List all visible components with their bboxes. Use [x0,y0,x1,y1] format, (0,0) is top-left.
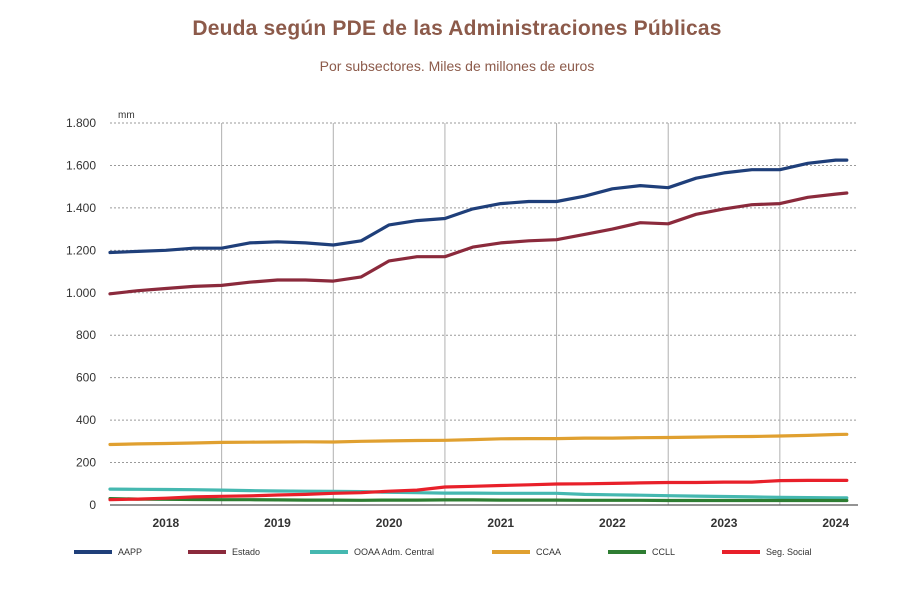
y-tick-label: 800 [76,328,96,342]
legend-item: AAPP [74,543,142,561]
chart-plot: 0 200 400 600 800 1.000 1.200 1.400 1.600 1.800 2… [66,110,858,530]
legend-swatch [492,550,530,554]
series-line-ccll [108,497,849,503]
series-line-ccaa [108,432,849,447]
legend-label: OOAA Adm. Central [354,547,435,557]
x-tick-label: 2024 [822,516,849,530]
legend-swatch [310,550,348,554]
legend: AAPP Estado OOAA Adm. Central CCAA CCLL Seg. … [74,543,854,561]
chart-title: Deuda según PDE de las Administraciones … [192,17,722,40]
legend-label: CCLL [652,547,676,557]
y-tick-label: 400 [76,413,96,427]
legend-label: CCAA [536,547,562,557]
grid-layer [110,122,858,505]
series-line-aapp [108,158,849,255]
legend-swatch [608,550,646,554]
y-tick-label: 0 [89,498,96,512]
y-tick-label: 1.600 [66,158,96,172]
legend-label: AAPP [118,547,143,557]
x-tick-label: 2021 [487,516,514,530]
x-tick-label: 2019 [264,516,291,530]
x-tick-label: 2020 [376,516,403,530]
y-tick-label: 1.200 [66,243,96,257]
y-tick-label: 600 [76,371,96,385]
y-tick-label: 1.800 [66,116,96,130]
y-tick-label: 200 [76,456,96,470]
y-unit-label: mm [118,110,135,121]
x-axis: 2018 2019 2020 2021 2022 2023 2024 [110,504,858,530]
legend-item: OOAA Adm. Central [310,543,434,561]
legend-item: CCAA [492,543,561,561]
y-axis: 0 200 400 600 800 1.000 1.200 1.400 1.600 1.800 [66,116,96,512]
legend-swatch [74,550,112,554]
legend-label: Estado [232,547,261,557]
y-tick-label: 1.000 [66,286,96,300]
legend-label: Seg. Social [766,547,812,557]
series-line-seg-social [108,478,849,502]
legend-swatch [722,550,760,554]
series-line-ooaa-adm-central [108,487,849,500]
legend-item: CCLL [608,543,675,561]
y-tick-label: 1.400 [66,201,96,215]
x-tick-label: 2022 [599,516,626,530]
legend-item: Seg. Social [722,543,812,561]
legend-swatch [188,550,226,554]
x-tick-label: 2018 [152,516,179,530]
series-lines [108,158,849,503]
legend-item: Estado [188,543,260,561]
series-line-estado [108,191,849,296]
x-tick-label: 2023 [711,516,738,530]
chart-subtitle: Por subsectores. Miles de millones de eu… [319,58,595,74]
